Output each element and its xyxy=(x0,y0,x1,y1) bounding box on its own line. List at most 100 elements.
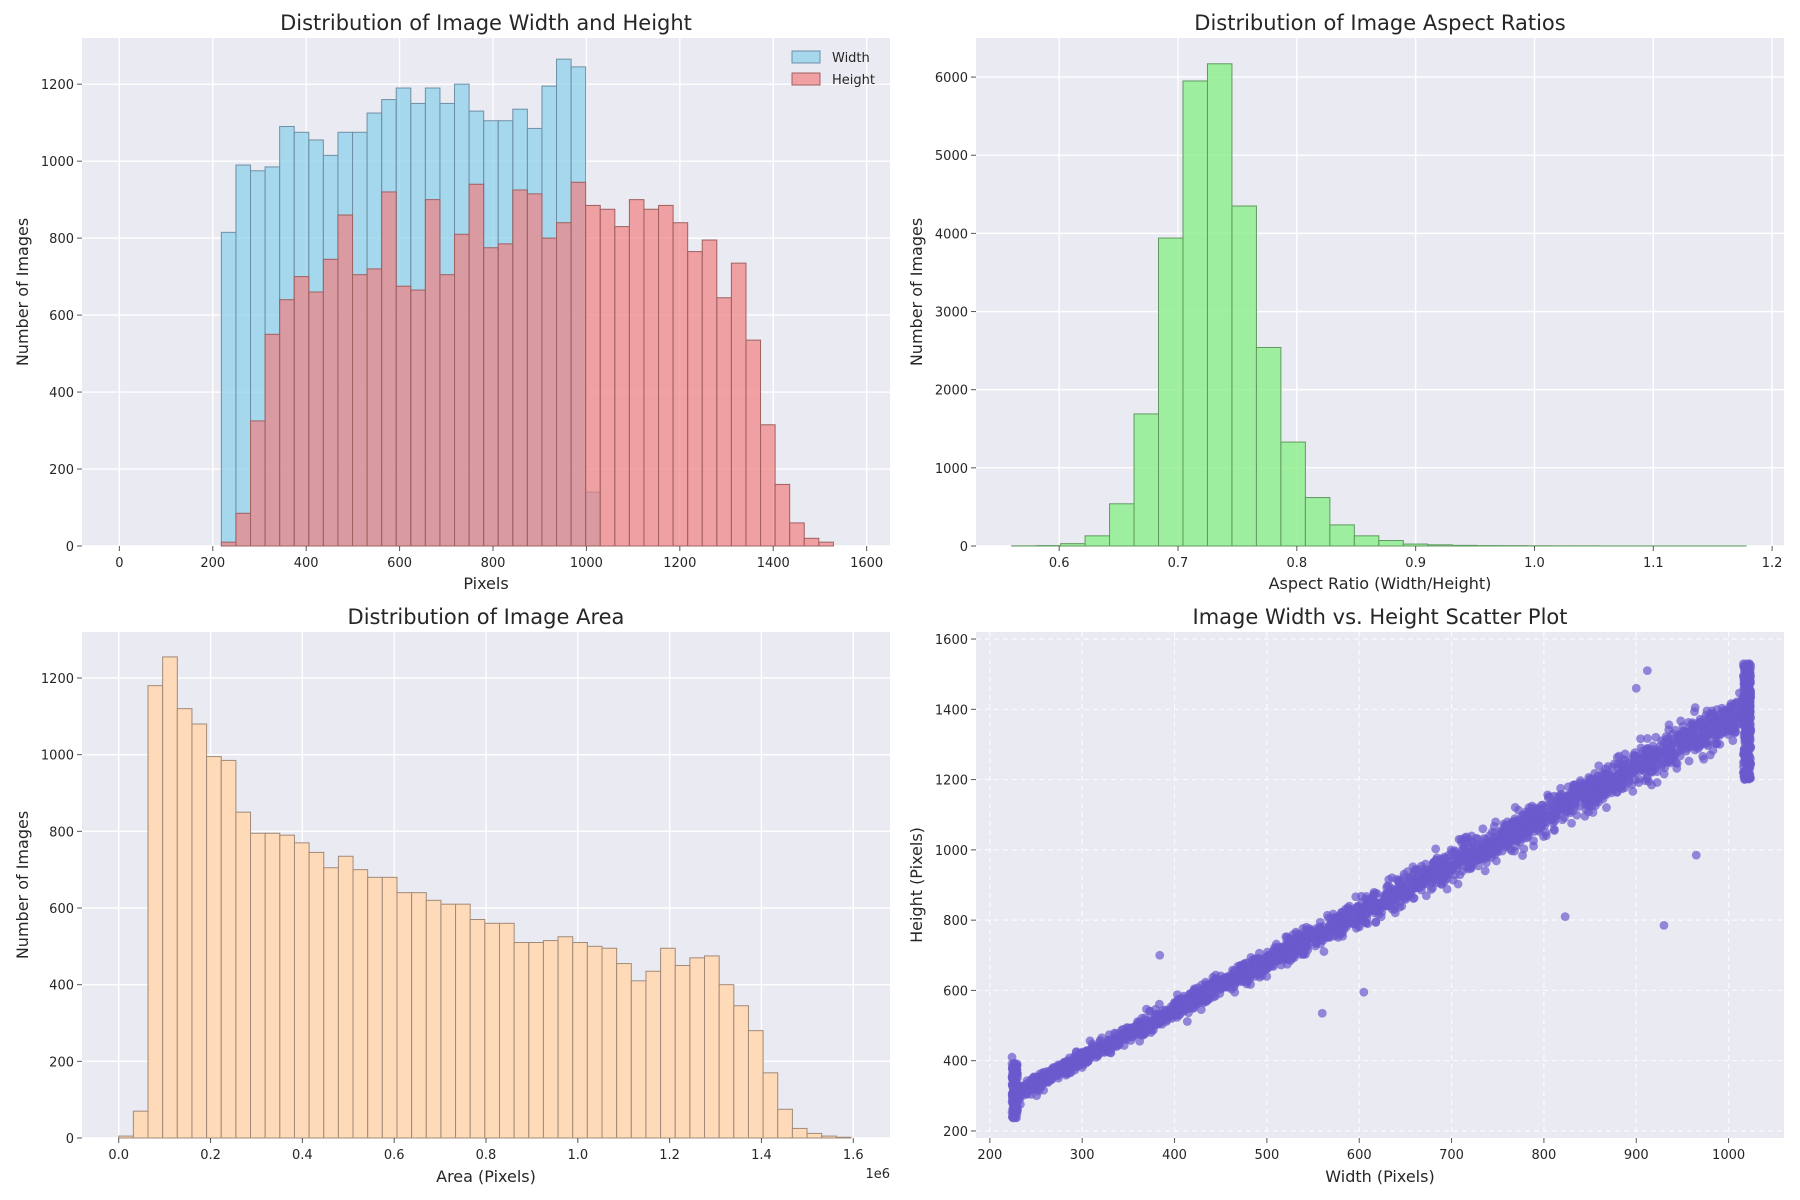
scatter-point xyxy=(1644,776,1654,786)
scatter-point xyxy=(1636,761,1645,771)
scatter-point xyxy=(1431,844,1441,854)
scatter-point xyxy=(1609,759,1619,769)
x-tick-label: 200 xyxy=(200,556,225,571)
scatter-point xyxy=(1479,834,1489,843)
scatter-point xyxy=(1325,933,1335,942)
scatter-point xyxy=(1619,756,1629,765)
y-tick-label: 6000 xyxy=(935,71,968,86)
histogram-bar-height xyxy=(220,541,237,547)
scatter-point xyxy=(1684,756,1694,766)
scatter-point xyxy=(1628,762,1637,771)
histogram-bar-height xyxy=(483,247,499,547)
scatter-point xyxy=(1368,901,1378,911)
histogram-bar-area xyxy=(674,965,691,1139)
histogram-bar-height xyxy=(395,285,412,547)
scatter-point xyxy=(1480,866,1490,876)
y-tick-label: 3000 xyxy=(935,306,968,321)
scatter-point xyxy=(1543,793,1553,803)
x-tick-label: 1.0 xyxy=(567,1148,588,1163)
histogram-bar-area xyxy=(791,1127,808,1139)
histogram-bar-area xyxy=(586,945,603,1139)
scatter-point xyxy=(1332,918,1342,928)
histogram-bar-area xyxy=(411,892,427,1139)
x-tick-label: 1.1 xyxy=(1643,556,1664,571)
scatter-point xyxy=(1695,717,1704,727)
scatter-point xyxy=(1047,1065,1057,1075)
x-tick-label: 0.8 xyxy=(476,1148,497,1163)
y-axis-label: Height (Pixels) xyxy=(907,827,926,943)
histogram-bar-area xyxy=(718,984,735,1139)
scatter-point xyxy=(1211,970,1221,980)
scatter-point xyxy=(1712,705,1722,714)
scatter-point xyxy=(1744,659,1754,669)
scatter-point xyxy=(1590,785,1599,795)
y-tick-label: 1000 xyxy=(41,749,74,764)
histogram-bar-area xyxy=(704,955,720,1139)
x-tick-label: 1000 xyxy=(570,556,603,571)
scatter-point xyxy=(1745,667,1755,677)
scatter-point xyxy=(1624,776,1634,785)
scatter-point xyxy=(1567,818,1576,828)
histogram-bar-aspect-ratio xyxy=(1182,80,1208,547)
histogram-bar-area xyxy=(689,957,706,1139)
scatter-point xyxy=(1007,1052,1017,1062)
histogram-bar-width xyxy=(220,231,237,547)
scatter-point xyxy=(1333,933,1343,942)
scatter-point xyxy=(1107,1037,1117,1047)
histogram-bar-height xyxy=(774,483,791,547)
scatter-point xyxy=(1196,1005,1206,1015)
scatter-point xyxy=(1511,827,1521,836)
y-axis-label: Number of Images xyxy=(13,218,32,366)
scatter-point xyxy=(1422,876,1432,886)
scatter-point xyxy=(1690,707,1699,716)
scatter-point xyxy=(1518,851,1527,860)
scatter-point xyxy=(1394,877,1403,886)
scatter-point xyxy=(1587,801,1597,811)
x-tick-label: 0.8 xyxy=(1286,556,1307,571)
scatter-point xyxy=(1142,1004,1151,1014)
histogram-bar-area xyxy=(118,1135,134,1139)
histogram-bar-area xyxy=(630,980,647,1139)
scatter-point xyxy=(1504,838,1514,847)
scatter-point xyxy=(1450,846,1460,856)
scatter-point xyxy=(1455,870,1465,880)
histogram-bar-area xyxy=(484,922,500,1139)
scatter-point xyxy=(1643,734,1652,743)
histogram-bar-area xyxy=(235,811,252,1139)
scatter-point xyxy=(1601,764,1610,774)
chart-title: Distribution of Image Area xyxy=(348,605,625,629)
histogram-bar-area xyxy=(616,963,632,1139)
histogram-bar-aspect-ratio xyxy=(1353,535,1380,547)
scatter-point xyxy=(1580,811,1590,821)
histogram-bar-area xyxy=(206,756,222,1139)
scatter-point xyxy=(1510,846,1519,856)
histogram-bar-area xyxy=(147,685,164,1139)
scatter-point xyxy=(1636,754,1646,764)
scatter-point xyxy=(1563,795,1573,805)
x-tick-label: 1200 xyxy=(663,556,696,571)
histogram-bar-height xyxy=(818,541,834,547)
scatter-point xyxy=(1029,1072,1039,1082)
histogram-bar-area xyxy=(425,899,442,1139)
scatter-point xyxy=(1443,861,1453,871)
scatter-point xyxy=(1189,996,1199,1005)
scatter-point xyxy=(1728,736,1738,745)
scatter-point xyxy=(1238,969,1248,979)
histogram-bar-area xyxy=(381,876,398,1139)
scatter-point xyxy=(1653,755,1662,764)
scatter-point xyxy=(1612,774,1621,784)
x-tick-label: 900 xyxy=(1624,1148,1649,1163)
scatter-point xyxy=(1740,728,1749,738)
histogram-bar-height xyxy=(687,251,703,547)
scatter-point xyxy=(1174,998,1184,1008)
scatter-point xyxy=(1128,1032,1137,1042)
histogram-bar-area xyxy=(176,708,193,1139)
histogram-bar-height xyxy=(235,512,252,547)
histogram-bar-area xyxy=(220,759,237,1139)
y-tick-label: 1000 xyxy=(935,462,968,477)
scatter-point xyxy=(1746,743,1755,752)
histogram-bar-aspect-ratio xyxy=(1133,413,1160,547)
scatter-point xyxy=(1684,717,1693,727)
y-tick-label: 0 xyxy=(960,540,968,555)
scatter-point xyxy=(1712,739,1722,749)
